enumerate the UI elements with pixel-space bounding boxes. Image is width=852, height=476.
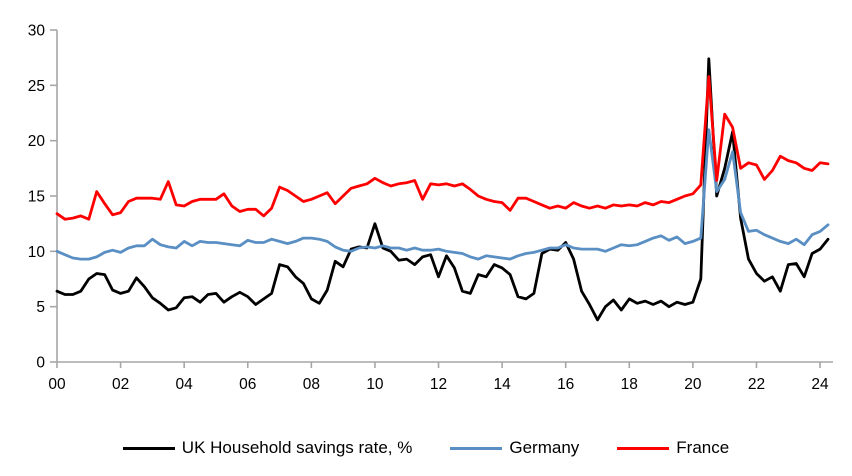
legend-item-france: France (617, 438, 729, 458)
x-tick-label: 18 (621, 376, 638, 393)
x-ticks: 00 02 04 06 08 10 12 14 16 18 20 22 24 (48, 362, 829, 393)
y-tick-label: 25 (28, 78, 45, 95)
x-tick-label: 12 (430, 376, 447, 393)
legend: UK Household savings rate, % Germany Franc… (0, 428, 852, 468)
x-tick-label: 22 (748, 376, 765, 393)
y-tick-label: 5 (36, 299, 45, 316)
x-tick-label: 20 (684, 376, 702, 393)
x-tick-label: 08 (303, 376, 320, 393)
x-tick-label: 02 (112, 376, 129, 393)
y-tick-label: 0 (36, 355, 45, 372)
y-tick-label: 20 (28, 133, 46, 150)
x-tick-label: 16 (557, 376, 574, 393)
x-tick-label: 14 (493, 376, 511, 393)
x-tick-label: 00 (48, 376, 66, 393)
legend-line-swatch (450, 446, 503, 450)
series-line-uk-household-savings-rate (55, 57, 830, 322)
savings-chart: 0 5 10 15 20 25 30 00 02 04 06 08 10 12 14 16 18 20 22 24 (28, 23, 833, 393)
series-line-france (55, 75, 830, 221)
legend-item-germany: Germany (450, 438, 579, 458)
y-tick-label: 10 (28, 244, 46, 261)
legend-label: Germany (509, 438, 580, 457)
series-line-germany (55, 128, 830, 261)
y-ticks: 0 5 10 15 20 25 30 (28, 23, 57, 372)
x-tick-label: 10 (366, 376, 384, 393)
x-tick-label: 24 (811, 376, 829, 393)
x-tick-label: 04 (176, 376, 194, 393)
legend-item-uk-household-savings-rate: UK Household savings rate, % (122, 438, 413, 458)
series-lines (55, 57, 830, 322)
legend-line-swatch (122, 446, 175, 450)
legend-label: France (676, 438, 730, 457)
y-tick-label: 30 (28, 23, 46, 40)
x-tick-label: 06 (239, 376, 256, 393)
y-tick-label: 15 (28, 189, 45, 206)
legend-label: UK Household savings rate, % (181, 438, 413, 457)
legend-line-swatch (617, 446, 670, 450)
